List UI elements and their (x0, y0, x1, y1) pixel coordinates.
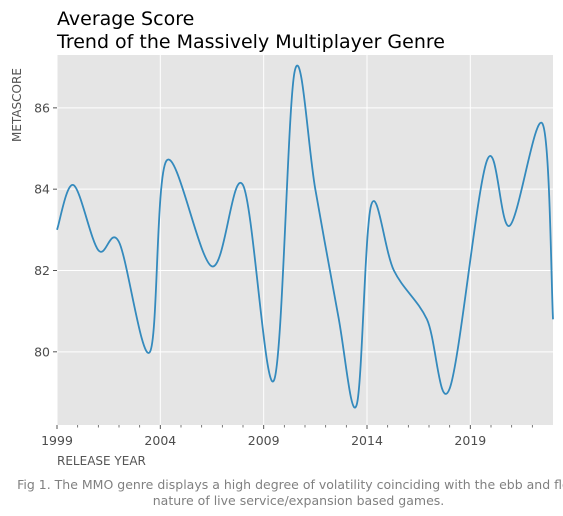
x-tick-label: 2019 (454, 433, 486, 448)
series-line (56, 64, 554, 409)
y-axis-label: METASCORE (10, 68, 24, 142)
x-tick-label: 1999 (41, 433, 73, 448)
grid-lines (56, 55, 553, 425)
figure-caption: Fig 1. The MMO genre displays a high deg… (17, 477, 563, 508)
x-axis-label: RELEASE YEAR (57, 454, 146, 468)
y-tick-label: 82 (34, 263, 50, 278)
y-tick-label: 86 (34, 100, 50, 115)
chart-title-line-2: Trend of the Massively Multiplayer Genre (56, 31, 445, 53)
x-tick-label: 2014 (351, 433, 383, 448)
axis-ticks: 1999 2004 2009 2014 2019 80 82 84 86 (34, 100, 533, 448)
line-chart: Average Score Trend of the Massively Mul… (10, 8, 554, 468)
chart-title-line-1: Average Score (57, 8, 194, 30)
y-tick-label: 80 (34, 344, 50, 359)
x-tick-label: 2004 (144, 433, 176, 448)
x-tick-label: 2009 (248, 433, 280, 448)
y-tick-label: 84 (34, 182, 50, 197)
